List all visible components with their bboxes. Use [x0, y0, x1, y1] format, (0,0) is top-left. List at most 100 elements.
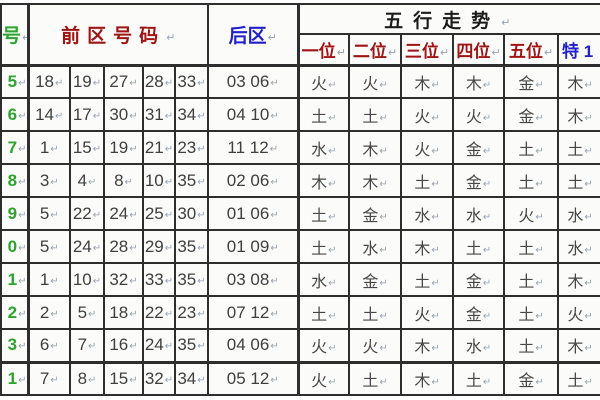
period-cell: 8↵ — [0, 163, 29, 198]
return-mark-icon: ↵ — [584, 211, 593, 223]
back-zone-numbers: 01 06 — [226, 203, 270, 223]
front-number: 5 — [39, 203, 50, 223]
element-cell-pos5: 土↵ — [503, 262, 560, 297]
return-mark-icon: ↵ — [164, 110, 174, 122]
front-number: 33 — [144, 269, 164, 289]
back-zone-cell: 07 12↵ — [207, 295, 300, 330]
special-header-label: 特 1 — [562, 41, 594, 61]
element-value: 土 — [362, 372, 379, 390]
return-mark-icon: ↵ — [164, 209, 174, 221]
return-mark-icon: ↵ — [50, 143, 59, 155]
front-number: 15 — [109, 368, 129, 388]
element-value: 土 — [414, 174, 431, 192]
front-number: 16 — [109, 335, 129, 355]
front-number: 23 — [177, 302, 197, 322]
element-value: 金 — [465, 141, 482, 159]
return-mark-icon: ↵ — [379, 376, 388, 388]
return-mark-icon: ↵ — [18, 143, 27, 155]
element-value: 土 — [311, 306, 328, 324]
return-mark-icon: ↵ — [328, 145, 337, 157]
special-element-value: 土 — [567, 372, 584, 390]
front-number: 23 — [177, 137, 197, 157]
period-cell: 1↵ — [0, 360, 29, 396]
element-value: 火 — [311, 75, 328, 93]
front-number: 6 — [39, 335, 50, 355]
return-mark-icon: ↵ — [129, 77, 138, 89]
back-zone-cell: 01 09↵ — [207, 229, 300, 264]
period-cell: 0↵ — [0, 229, 29, 264]
header-row-2: 一位↵ 二位↵ 三位↵ 四位↵ 五位↵ 特 1 — [1, 33, 600, 67]
element-value: 土 — [465, 372, 482, 390]
element-cell-pos1: 火↵ — [296, 64, 351, 99]
position-5-label: 五位 — [508, 41, 543, 61]
front-number-cell: 24↵ — [103, 196, 144, 231]
return-mark-icon: ↵ — [328, 343, 337, 355]
element-value: 土 — [518, 273, 535, 291]
return-mark-icon: ↵ — [197, 143, 206, 155]
element-cell-pos2: 火↵ — [348, 328, 403, 363]
front-number: 14 — [35, 104, 55, 124]
element-value: 金 — [518, 372, 535, 390]
wuxing-trend-label: 五行走势 — [384, 10, 501, 32]
back-zone-numbers: 07 12 — [226, 302, 270, 322]
front-zone-label: 前区号码 — [61, 25, 166, 47]
element-value: 土 — [518, 141, 535, 159]
front-number: 29 — [144, 236, 164, 256]
element-value: 金 — [362, 207, 379, 225]
special-element-cell: 土↵ — [557, 130, 600, 165]
period-value: 6 — [7, 104, 18, 124]
special-element-cell: 火↵ — [557, 295, 600, 330]
return-mark-icon: ↵ — [92, 77, 102, 89]
element-cell-pos3: 水↵ — [400, 196, 455, 231]
return-mark-icon: ↵ — [50, 341, 59, 353]
return-mark-icon: ↵ — [535, 277, 544, 289]
period-cell: 1↵ — [0, 262, 29, 297]
back-zone-cell: 01 06↵ — [207, 196, 300, 231]
element-value: 木 — [465, 75, 482, 93]
element-cell-pos3: 火↵ — [400, 130, 455, 165]
front-number: 24 — [109, 203, 129, 223]
front-number-cell: 19↵ — [69, 64, 105, 99]
element-cell-pos5: 土↵ — [503, 130, 560, 165]
return-mark-icon: ↵ — [55, 77, 64, 89]
front-number-cell: 35↵ — [173, 328, 210, 363]
period-value: 7 — [7, 137, 18, 157]
element-value: 土 — [518, 339, 535, 357]
element-value: 火 — [362, 339, 379, 357]
element-value: 火 — [414, 108, 431, 126]
period-value: 8 — [7, 170, 18, 190]
position-4-label: 四位 — [456, 41, 491, 61]
front-number-cell: 5↵ — [69, 295, 105, 330]
element-cell-pos4: 水↵ — [452, 196, 506, 231]
element-cell-pos2: 火↵ — [348, 64, 403, 99]
return-mark-icon: ↵ — [431, 211, 440, 223]
return-mark-icon: ↵ — [88, 374, 97, 386]
front-number-cell: 33↵ — [173, 64, 210, 99]
return-mark-icon: ↵ — [197, 242, 206, 254]
return-mark-icon: ↵ — [431, 376, 440, 388]
return-mark-icon: ↵ — [270, 308, 279, 320]
special-element-cell: 土↵ — [557, 360, 600, 396]
front-number-cell: 8↵ — [69, 360, 105, 396]
front-number: 7 — [77, 335, 88, 355]
return-mark-icon: ↵ — [387, 46, 398, 59]
special-element-value: 木 — [567, 108, 584, 126]
return-mark-icon: ↵ — [482, 145, 492, 157]
period-value: 5 — [7, 71, 18, 91]
element-cell-pos4: 金↵ — [452, 163, 506, 198]
return-mark-icon: ↵ — [535, 376, 544, 388]
return-mark-icon: ↵ — [50, 209, 59, 221]
return-mark-icon: ↵ — [431, 112, 440, 124]
special-element-cell: 水↵ — [557, 229, 600, 264]
return-mark-icon: ↵ — [129, 275, 138, 287]
element-cell-pos2: 木↵ — [348, 130, 403, 165]
element-value: 木 — [362, 174, 379, 192]
special-element-value: 木 — [567, 339, 584, 357]
front-number: 1 — [39, 137, 50, 157]
front-number-cell: 15↵ — [103, 360, 144, 396]
back-zone-cell: 05 12↵ — [207, 360, 300, 396]
front-number-cell: 21↵ — [142, 130, 176, 165]
element-cell-pos4: 水↵ — [452, 328, 506, 363]
front-number: 18 — [35, 71, 55, 91]
